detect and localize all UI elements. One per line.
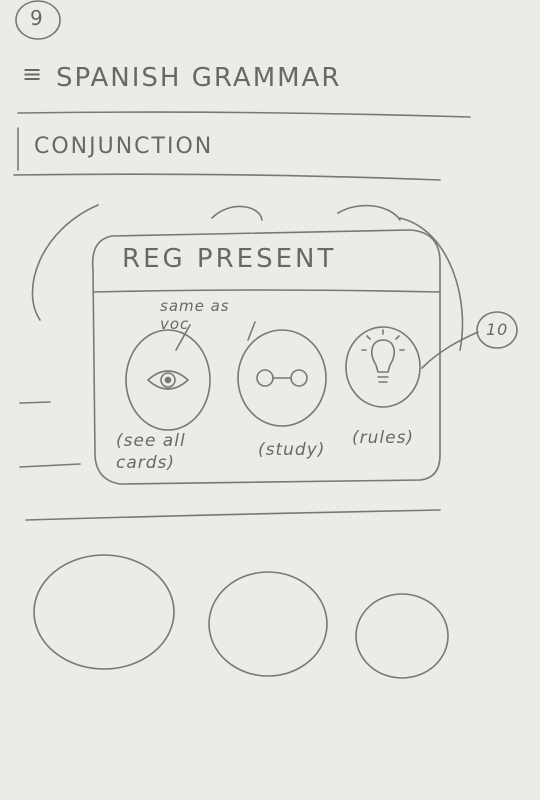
study-label: (study) xyxy=(258,440,326,460)
see-all-circle[interactable] xyxy=(125,329,211,431)
bottom-circle-2[interactable] xyxy=(208,571,328,677)
page-title: SPANISH GRAMMAR xyxy=(56,63,342,93)
card-title: REG PRESENT xyxy=(122,244,337,274)
note-pointer-2 xyxy=(247,321,256,341)
page-number: 9 xyxy=(30,6,44,30)
side-mark-2 xyxy=(19,463,81,468)
bottom-divider xyxy=(25,509,441,521)
side-mark-1 xyxy=(19,401,51,404)
glasses-icon xyxy=(256,369,308,387)
card-back-top-2 xyxy=(337,204,401,221)
note-pointer xyxy=(175,324,191,351)
card-header-divider xyxy=(92,289,441,293)
eye-icon xyxy=(147,370,189,390)
lightbulb-icon xyxy=(361,329,405,383)
rules-label: (rules) xyxy=(352,428,415,448)
annotation-marker-circle xyxy=(476,311,518,349)
bottom-circle-3[interactable] xyxy=(355,593,449,679)
header-divider xyxy=(17,111,471,118)
rules-circle[interactable] xyxy=(345,326,421,408)
card-back-right xyxy=(399,217,464,351)
card-back-top-1 xyxy=(211,205,263,221)
annotation-pointer xyxy=(421,331,479,369)
section-divider xyxy=(13,173,441,181)
bottom-circle-1[interactable] xyxy=(33,554,175,670)
menu-icon[interactable]: ≡ xyxy=(22,60,44,88)
page-number-circle xyxy=(15,0,61,40)
study-circle[interactable] xyxy=(237,329,327,427)
annotation-marker: 10 xyxy=(486,320,509,339)
see-all-label: (see all cards) xyxy=(116,431,186,473)
card-outline xyxy=(91,229,441,485)
section-title[interactable]: CONJUNCTION xyxy=(34,134,214,159)
card-note: same as voc xyxy=(160,297,230,333)
card-back-left xyxy=(31,204,99,321)
